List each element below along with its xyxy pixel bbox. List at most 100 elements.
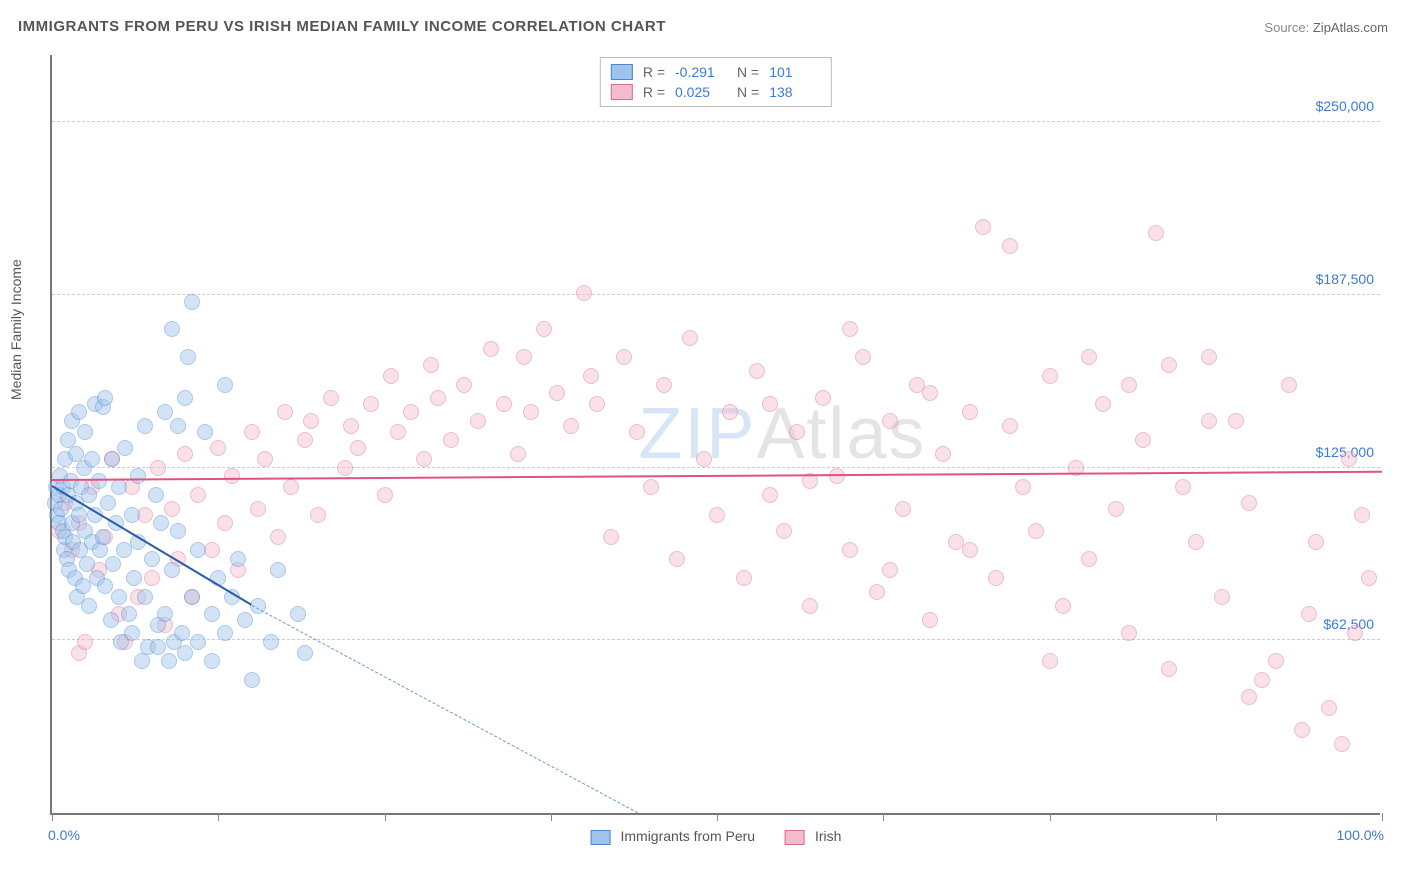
data-point	[137, 418, 153, 434]
data-point	[204, 606, 220, 622]
data-point	[656, 377, 672, 393]
data-point	[789, 424, 805, 440]
data-point	[217, 625, 233, 641]
data-point	[184, 294, 200, 310]
data-point	[1121, 625, 1137, 641]
data-point	[1294, 722, 1310, 738]
data-point	[895, 501, 911, 517]
data-point	[496, 396, 512, 412]
data-point	[81, 487, 97, 503]
data-point	[310, 507, 326, 523]
data-point	[1028, 523, 1044, 539]
data-point	[456, 377, 472, 393]
data-point	[105, 556, 121, 572]
legend-stats-row-irish: R = 0.025 N = 138	[611, 82, 821, 102]
watermark: ZIPAtlas	[638, 393, 926, 475]
data-point	[104, 451, 120, 467]
data-point	[576, 285, 592, 301]
y-axis-label: Median Family Income	[8, 259, 24, 400]
data-point	[736, 570, 752, 586]
data-point	[177, 446, 193, 462]
data-point	[197, 424, 213, 440]
data-point	[303, 413, 319, 429]
data-point	[1042, 653, 1058, 669]
data-point	[882, 562, 898, 578]
data-point	[390, 424, 406, 440]
data-point	[237, 612, 253, 628]
legend-stats-row-peru: R = -0.291 N = 101	[611, 62, 821, 82]
data-point	[483, 341, 499, 357]
data-point	[423, 357, 439, 373]
data-point	[403, 404, 419, 420]
data-point	[111, 589, 127, 605]
data-point	[257, 451, 273, 467]
data-point	[77, 634, 93, 650]
data-point	[71, 404, 87, 420]
data-point	[1254, 672, 1270, 688]
data-point	[217, 515, 233, 531]
gridline	[52, 121, 1380, 122]
data-point	[126, 570, 142, 586]
data-point	[1081, 349, 1097, 365]
data-point	[116, 542, 132, 558]
data-point	[190, 542, 206, 558]
data-point	[1081, 551, 1097, 567]
source-value: ZipAtlas.com	[1313, 20, 1388, 35]
data-point	[1301, 606, 1317, 622]
watermark-atlas: Atlas	[756, 394, 926, 474]
data-point	[1361, 570, 1377, 586]
data-point	[1015, 479, 1031, 495]
data-point	[204, 653, 220, 669]
n-label: N =	[737, 84, 759, 100]
data-point	[144, 570, 160, 586]
data-point	[84, 451, 100, 467]
data-point	[277, 404, 293, 420]
data-point	[174, 625, 190, 641]
data-point	[1042, 368, 1058, 384]
n-label: N =	[737, 64, 759, 80]
data-point	[343, 418, 359, 434]
data-point	[92, 542, 108, 558]
data-point	[363, 396, 379, 412]
data-point	[164, 562, 180, 578]
data-point	[184, 589, 200, 605]
data-point	[470, 413, 486, 429]
x-tick	[1050, 813, 1051, 821]
data-point	[1121, 377, 1137, 393]
data-point	[962, 404, 978, 420]
data-point	[383, 368, 399, 384]
data-point	[583, 368, 599, 384]
data-point	[922, 612, 938, 628]
data-point	[696, 451, 712, 467]
x-tick	[717, 813, 718, 821]
data-point	[709, 507, 725, 523]
data-point	[516, 349, 532, 365]
data-point	[270, 529, 286, 545]
x-tick	[551, 813, 552, 821]
data-point	[510, 446, 526, 462]
data-point	[111, 479, 127, 495]
data-point	[323, 390, 339, 406]
x-axis-max-label: 100.0%	[1337, 827, 1384, 843]
r-value-peru: -0.291	[675, 64, 727, 80]
r-label: R =	[643, 84, 665, 100]
data-point	[1201, 413, 1217, 429]
data-point	[124, 625, 140, 641]
data-point	[563, 418, 579, 434]
data-point	[430, 390, 446, 406]
data-point	[1161, 661, 1177, 677]
legend-item-irish: Irish	[785, 828, 841, 845]
data-point	[1241, 689, 1257, 705]
x-tick	[883, 813, 884, 821]
data-point	[117, 440, 133, 456]
data-point	[170, 418, 186, 434]
data-point	[148, 487, 164, 503]
data-point	[988, 570, 1004, 586]
data-point	[549, 385, 565, 401]
data-point	[263, 634, 279, 650]
x-tick	[1216, 813, 1217, 821]
data-point	[130, 468, 146, 484]
data-point	[157, 606, 173, 622]
data-point	[629, 424, 645, 440]
data-point	[144, 551, 160, 567]
